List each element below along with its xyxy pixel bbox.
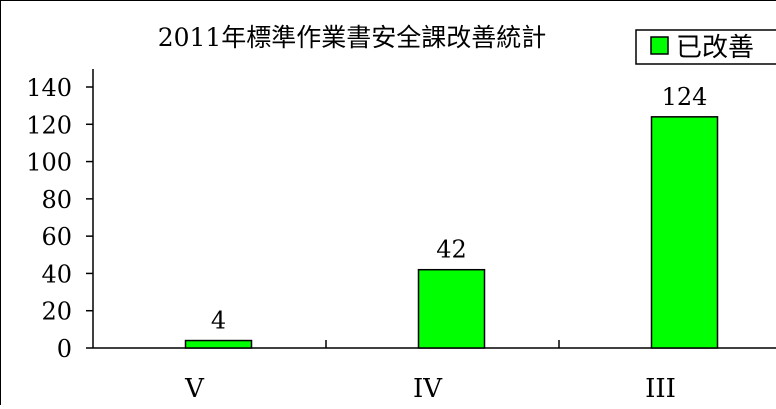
data-label: 4 — [211, 307, 226, 335]
y-tick-label: 20 — [41, 298, 72, 326]
y-tick-label: 100 — [26, 149, 72, 177]
y-tick-label: 60 — [41, 223, 72, 251]
bar-3 — [652, 117, 718, 348]
legend-swatch — [651, 37, 668, 54]
y-tick-label: 0 — [57, 335, 72, 363]
data-label: 42 — [436, 236, 467, 264]
legend: 已改善 — [636, 30, 776, 64]
y-tick-label: 120 — [26, 111, 72, 139]
y-tick-label: 140 — [26, 74, 72, 102]
x-tick-label: V — [184, 374, 205, 404]
x-tick-label: IV — [413, 374, 443, 404]
bar-2 — [419, 270, 485, 348]
y-tick-label: 40 — [41, 260, 72, 288]
data-label: 124 — [662, 83, 708, 111]
bar-1 — [186, 341, 252, 348]
x-tick-label: III — [645, 374, 676, 404]
chart-title: 2011年標準作業書安全課改善統計 — [158, 23, 547, 52]
y-tick-label: 80 — [41, 186, 72, 214]
legend-label: 已改善 — [676, 33, 754, 63]
